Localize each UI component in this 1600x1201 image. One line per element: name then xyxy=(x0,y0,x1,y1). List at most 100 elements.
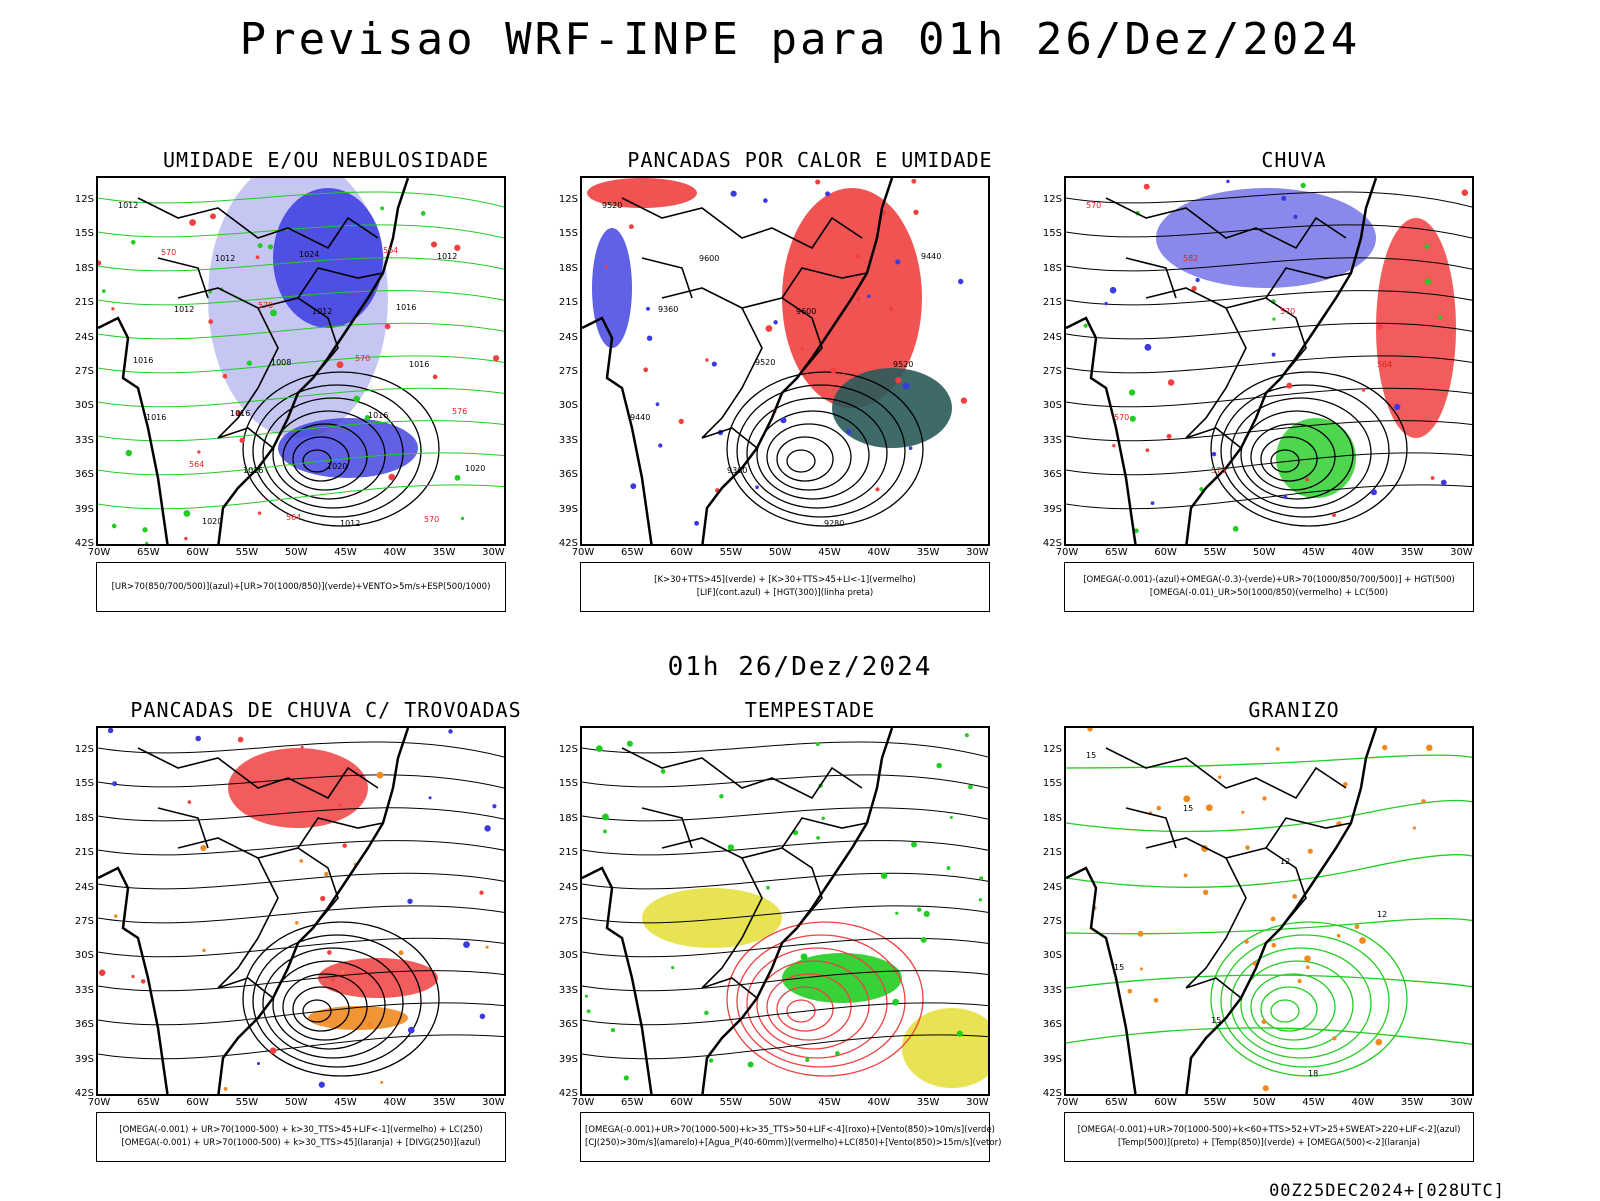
lon-tick-label: 70W xyxy=(571,1097,595,1108)
contour-line xyxy=(242,371,440,527)
lat-tick-label: 30S xyxy=(74,400,94,412)
lon-tick-label: 60W xyxy=(670,547,693,558)
contour-label: 1020 xyxy=(327,462,347,471)
speckle xyxy=(830,367,837,374)
speckle xyxy=(755,485,759,490)
lat-tick-label: 42S xyxy=(74,538,94,549)
map-canvas xyxy=(582,728,988,1094)
speckle xyxy=(299,859,304,863)
lat-tick-label: 12S xyxy=(74,744,94,755)
speckle xyxy=(294,920,299,925)
contour-line xyxy=(252,934,422,1068)
speckle xyxy=(320,895,326,902)
speckle xyxy=(1424,244,1430,250)
panel-title: UMIDADE E/OU NEBULOSIDADE xyxy=(162,148,490,172)
legend-line: [CJ(250)>30m/s](amarelo)+[Agua_P(40-60mm… xyxy=(585,1138,1002,1148)
lat-tick-label: 33S xyxy=(558,984,578,996)
legend-box: [OMEGA(-0.001) + UR>70(1000-500) + k>30_… xyxy=(96,1112,506,1162)
speckle xyxy=(630,483,637,490)
speckle xyxy=(694,520,700,526)
speckle xyxy=(197,450,201,454)
speckle xyxy=(1226,179,1230,184)
contour-label: 573 xyxy=(1211,466,1226,475)
temp-contour xyxy=(1066,854,1472,888)
panel-title: TEMPESTADE xyxy=(744,698,876,722)
speckle xyxy=(1304,955,1311,962)
speckle xyxy=(586,1009,591,1014)
speckle xyxy=(623,1075,629,1081)
lon-tick-label: 45W xyxy=(1302,1097,1325,1108)
speckle xyxy=(1275,747,1280,751)
lat-tick-label: 24S xyxy=(74,881,94,893)
speckle xyxy=(267,244,274,250)
speckle xyxy=(1307,848,1313,854)
lat-tick-label: 15S xyxy=(558,228,578,240)
speckle xyxy=(338,803,342,807)
speckle xyxy=(1191,285,1197,292)
speckle xyxy=(816,836,820,840)
lat-tick-label: 33S xyxy=(74,984,94,996)
lon-tick-label: 70W xyxy=(571,547,595,558)
lat-tick-label: 15S xyxy=(1042,228,1062,240)
speckle xyxy=(658,443,663,448)
speckle xyxy=(763,198,768,203)
lon-tick-label: 65W xyxy=(136,1097,160,1108)
speckle xyxy=(222,373,228,379)
streamline xyxy=(1066,387,1472,408)
shaded-area xyxy=(592,228,632,348)
panel-chuva: CHUVA 570 582 570 564 570 573 12S 15S 18S 21S 24S 2… xyxy=(1043,148,1534,628)
contour-label: 570 xyxy=(1086,201,1101,210)
lat-tick-label: 21S xyxy=(74,297,94,309)
lon-tick-label: 40W xyxy=(867,547,891,558)
speckle xyxy=(1300,182,1306,189)
lat-tick-label: 27S xyxy=(558,916,578,927)
speckle xyxy=(270,309,277,317)
speckle xyxy=(130,239,136,245)
speckle xyxy=(805,1057,810,1062)
contour-label: 1020 xyxy=(202,517,222,526)
speckle xyxy=(825,191,831,197)
contour-label: 12 xyxy=(1280,857,1290,866)
lat-tick-label: 39S xyxy=(1042,503,1062,515)
contour-label: 9280 xyxy=(824,519,844,528)
contour-label: 18 xyxy=(1308,1069,1318,1078)
lat-tick-label: 24S xyxy=(558,881,578,893)
contour-line xyxy=(766,423,852,491)
streamline xyxy=(98,484,504,510)
panel-pancadas-trovoadas: PANCADAS DE CHUVA C/ TROVOADAS 12S 15S 18S… xyxy=(75,698,566,1178)
speckle xyxy=(960,397,968,404)
contour-line xyxy=(756,410,870,500)
lon-tick-label: 70W xyxy=(87,547,111,558)
streamline xyxy=(1066,322,1472,340)
speckle xyxy=(646,306,650,311)
lon-tick-label: 70W xyxy=(1055,1097,1079,1108)
map-frame: 1012 1012 1012 1016 1016 1016 1012 1012 1012 1008… xyxy=(96,176,506,546)
legend-line: [OMEGA(-0.001)+UR>70(1000-500)+k<60+TTS>… xyxy=(1077,1125,1461,1135)
lat-tick-label: 36S xyxy=(558,1019,578,1031)
lat-tick-label: 21S xyxy=(558,847,578,859)
speckle xyxy=(815,179,821,185)
lon-tick-label: 65W xyxy=(1104,1097,1128,1108)
lon-tick-label: 35W xyxy=(916,1097,940,1108)
speckle xyxy=(463,941,470,948)
streamline xyxy=(1066,420,1472,442)
speckle xyxy=(1394,403,1401,411)
speckle xyxy=(208,319,214,325)
lon-tick-label: 65W xyxy=(620,1097,644,1108)
speckle xyxy=(920,936,927,943)
lat-tick-label: 36S xyxy=(1042,1019,1062,1031)
lat-tick-label: 21S xyxy=(74,847,94,859)
speckle xyxy=(202,948,206,953)
contour-label: 15 xyxy=(1086,751,1096,760)
contour-line xyxy=(302,999,332,1023)
speckle xyxy=(1262,796,1267,801)
speckle xyxy=(889,306,894,311)
contour-label: 1016 xyxy=(396,303,416,312)
contour-line xyxy=(1260,986,1318,1032)
streamline xyxy=(582,774,988,789)
lon-tick-label: 40W xyxy=(383,1097,407,1108)
lon-tick-label: 60W xyxy=(186,1097,209,1108)
speckle xyxy=(420,211,426,216)
contour-line xyxy=(726,921,924,1077)
lon-tick-label: 30W xyxy=(482,547,505,558)
